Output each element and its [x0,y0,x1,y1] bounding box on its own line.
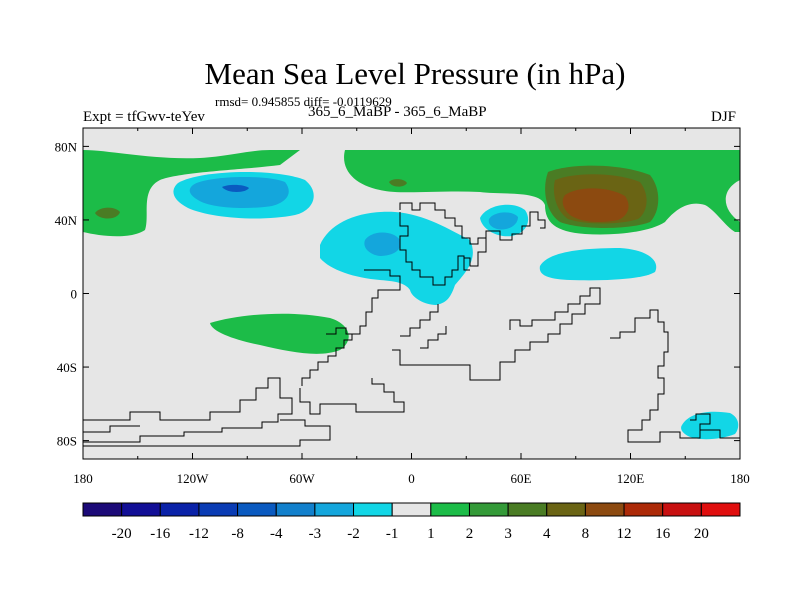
colorbar-box [314,502,355,517]
x-tick-label: 60E [511,471,532,486]
colorbar-label: -3 [309,526,322,542]
x-tick-label: 180 [730,471,750,486]
colorbar-label: 3 [504,526,512,542]
positive-region-south [210,313,349,354]
chart-title: Mean Sea Level Pressure (in hPa) [204,56,626,91]
colorbar-label: 8 [582,526,590,542]
positive-core-small [389,179,407,187]
colorbar-label: 20 [694,526,709,542]
colorbar-box [700,502,741,517]
x-tick-label: 60W [289,471,315,486]
coastline-indian-ocean [392,287,601,381]
coastline-australia [610,309,740,443]
negative-level-2-pacific [189,176,289,208]
x-tick-label: 120E [617,471,645,486]
experiment-label: Expt = tfGwv-teYev [83,109,205,125]
colorbar-label: -12 [189,526,209,542]
statistics-label: rmsd= 0.945855 diff= -0.0119629 [215,94,392,109]
y-axis: 80N 40N 0 40S 80S [55,139,740,449]
colorbar-box [507,502,548,517]
colorbar-label: -4 [270,526,283,542]
colorbar-box [353,502,393,517]
x-axis: 180 120W 60W 0 60E 120E 180 [73,128,750,486]
negative-level-2-mideast [488,212,518,230]
colorbar-label: -16 [150,526,170,542]
x-tick-label: 120W [177,471,210,486]
colorbar-box [468,502,509,517]
colorbar-box [546,502,586,517]
colorbar-label: 1 [427,526,435,542]
x-tick-label: 180 [73,471,93,486]
positive-region-west [83,150,300,237]
x-tick-label: 0 [408,471,415,486]
coastline-south-america-tip [326,327,352,335]
positive-level-8 [562,188,629,223]
colorbar-box [237,502,277,517]
colorbar-box [430,502,470,517]
colorbar-box [121,502,161,517]
y-tick-label: 80N [55,139,78,154]
coastlines [83,202,740,447]
case-label: 365_6_MaBP - 365_6_MaBP [308,104,487,120]
colorbar-box [391,502,432,517]
negative-level-2-atlantic [364,232,401,256]
y-tick-label: 0 [71,287,78,302]
negative-region-indian [539,248,657,281]
coastline-africa [399,212,465,286]
negative-region-antarctic [681,411,739,440]
colorbar-box [662,502,702,517]
colorbar-label: -1 [386,526,399,542]
colorbar-box [623,502,664,517]
negative-level-3-pacific [222,184,249,192]
colorbar-box [159,502,200,517]
map-field [83,128,740,459]
y-tick-label: 80S [57,434,77,449]
colorbar-label: -8 [231,526,244,542]
colorbar-label: -2 [347,526,360,542]
colorbar-box [82,502,123,517]
y-tick-label: 40S [57,360,77,375]
colorbar-label: 4 [543,526,551,542]
positive-core-west [95,207,120,219]
colorbar-label: -20 [112,526,132,542]
negative-region-atlantic-africa [320,211,473,305]
colorbar-box [198,502,239,517]
colorbar-label: 12 [617,526,632,542]
colorbar-box [275,502,316,517]
colorbar-box [584,502,625,517]
colorbar: -20 -16 -12 -8 -4 -3 -2 -1 1 2 3 4 8 12 16 20 [82,502,741,542]
colorbar-label: 2 [466,526,474,542]
coastline-antarctica [83,377,405,447]
y-tick-label: 40N [55,213,78,228]
season-label: DJF [711,109,737,125]
colorbar-label: 16 [655,526,671,542]
